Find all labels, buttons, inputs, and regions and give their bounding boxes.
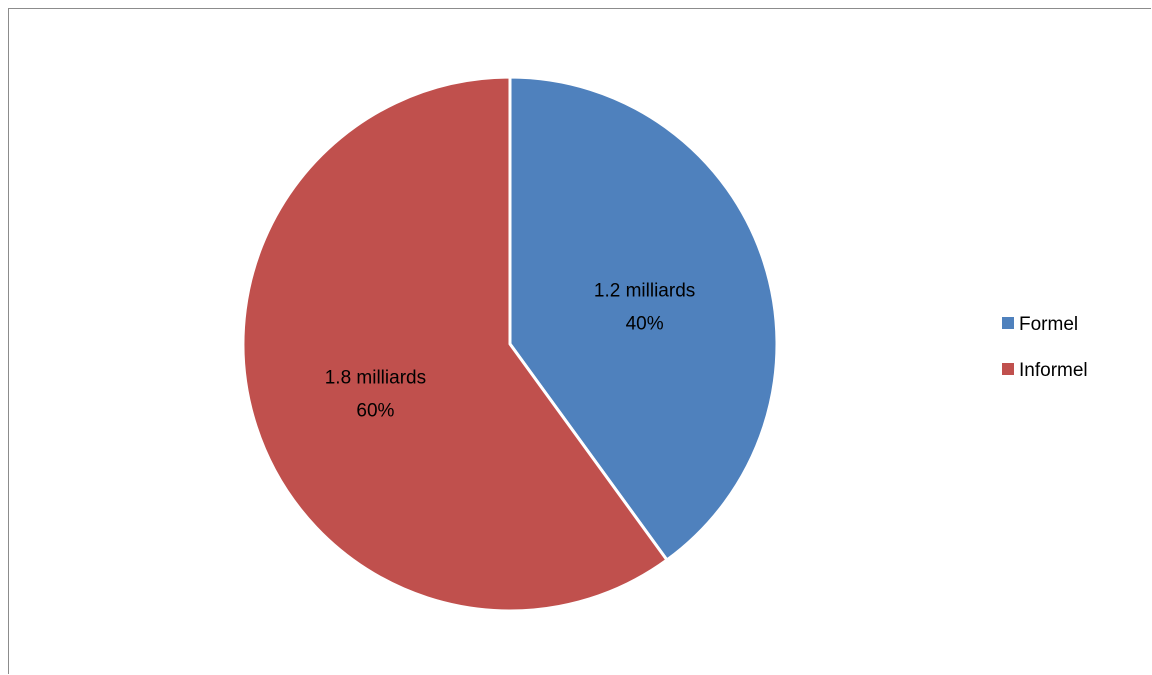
- legend-label-formel: Formel: [1019, 314, 1078, 335]
- legend: Formel Informel: [1002, 314, 1088, 381]
- slice-percent-label-formel: 40%: [626, 313, 664, 334]
- pie-slice-formel: [508, 75, 779, 562]
- legend-swatch-formel: [1002, 317, 1014, 329]
- legend-swatch-informel: [1002, 363, 1014, 375]
- slice-value-label-informel: 1.8 milliards: [325, 368, 426, 389]
- legend-label-informel: Informel: [1019, 360, 1088, 381]
- slice-labels: 1.2 milliards 40% 1.8 milliards 60%: [325, 280, 696, 421]
- pie-slices: [241, 75, 779, 613]
- slice-percent-label-informel: 60%: [356, 401, 394, 422]
- slice-value-label-formel: 1.2 milliards: [594, 280, 695, 301]
- pie-slice-informel: [241, 75, 669, 613]
